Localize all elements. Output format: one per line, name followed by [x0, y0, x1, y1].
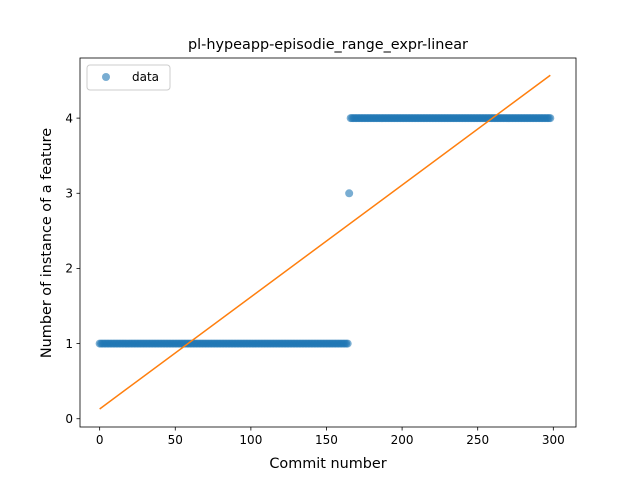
x-tick-label: 250 — [466, 433, 489, 447]
data-point — [345, 189, 354, 198]
y-tick-label: 4 — [65, 111, 73, 125]
data-point — [343, 339, 352, 348]
y-tick-label: 2 — [65, 262, 73, 276]
x-tick-label: 300 — [542, 433, 565, 447]
x-tick-label: 0 — [96, 433, 104, 447]
plot-area — [95, 74, 555, 410]
x-tick-label: 50 — [168, 433, 183, 447]
y-tick-label: 0 — [65, 412, 73, 426]
y-tick-label: 3 — [65, 187, 73, 201]
axes-frame — [79, 57, 577, 428]
fit-line — [99, 74, 551, 410]
y-tick-label: 1 — [65, 337, 73, 351]
axes: 0 50 100 150 200 250 300 0 1 2 3 4 — [65, 57, 577, 447]
x-tick-label: 150 — [315, 433, 338, 447]
chart-title: pl-hypeapp-episodie_range_expr-linear — [188, 37, 468, 53]
data-point — [546, 114, 555, 123]
legend-box — [86, 64, 171, 91]
legend-marker — [102, 73, 110, 81]
legend: data — [86, 64, 171, 91]
x-tick-label: 100 — [239, 433, 262, 447]
x-axis-label: Commit number — [269, 456, 386, 472]
legend-label: data — [132, 70, 159, 84]
data-points — [95, 114, 555, 348]
y-axis-label: Number of instance of a feature — [39, 128, 55, 358]
x-tick-label: 200 — [391, 433, 414, 447]
